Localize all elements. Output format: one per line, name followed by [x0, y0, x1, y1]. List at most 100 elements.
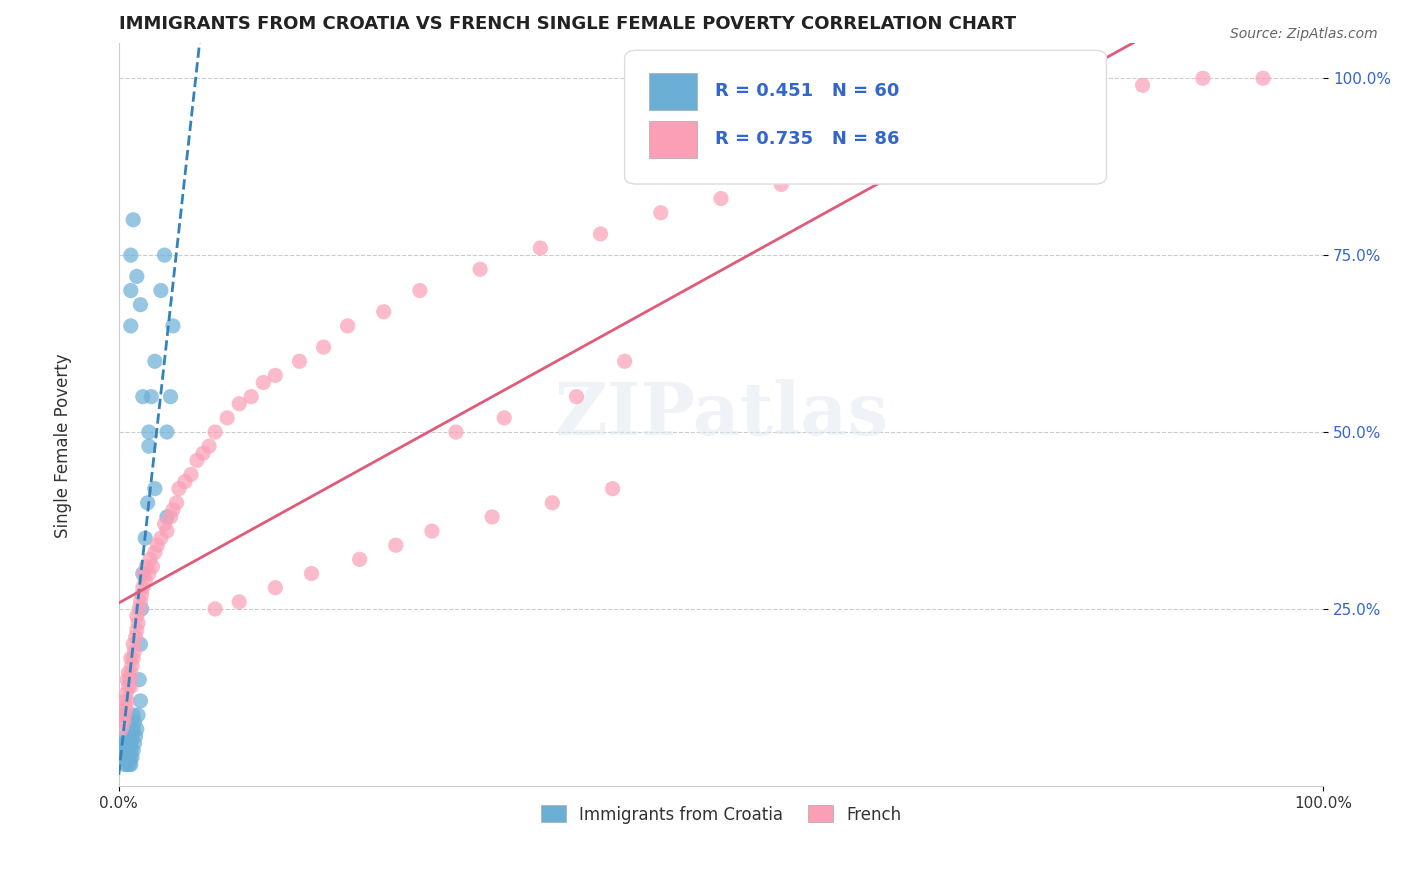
- Point: [110, 722, 132, 736]
- Point: [115, 750, 138, 764]
- Point: [1132, 78, 1154, 93]
- Point: [167, 482, 190, 496]
- FancyBboxPatch shape: [648, 72, 697, 110]
- Point: [128, 602, 150, 616]
- Text: Single Female Poverty: Single Female Poverty: [55, 354, 72, 538]
- Point: [149, 284, 172, 298]
- Point: [1191, 71, 1213, 86]
- Point: [174, 475, 197, 489]
- Point: [115, 701, 138, 715]
- Point: [134, 531, 156, 545]
- Point: [117, 680, 139, 694]
- Point: [127, 708, 149, 723]
- Point: [132, 566, 155, 581]
- Point: [120, 318, 142, 333]
- Point: [141, 390, 163, 404]
- Point: [122, 212, 145, 227]
- Point: [602, 482, 624, 496]
- Point: [710, 192, 733, 206]
- Point: [138, 566, 160, 581]
- Point: [1011, 106, 1033, 120]
- Point: [120, 743, 142, 757]
- Point: [138, 425, 160, 439]
- Legend: Immigrants from Croatia, French: Immigrants from Croatia, French: [527, 792, 915, 837]
- Point: [115, 743, 138, 757]
- Point: [156, 510, 179, 524]
- Point: [117, 743, 139, 757]
- Point: [136, 496, 159, 510]
- Point: [139, 552, 162, 566]
- Point: [138, 439, 160, 453]
- Point: [120, 248, 142, 262]
- Point: [288, 354, 311, 368]
- Point: [149, 531, 172, 545]
- Point: [373, 304, 395, 318]
- Point: [159, 390, 181, 404]
- Point: [120, 651, 142, 665]
- Point: [129, 595, 152, 609]
- Point: [228, 595, 250, 609]
- Point: [156, 425, 179, 439]
- Point: [124, 715, 146, 730]
- Point: [124, 729, 146, 743]
- Point: [124, 644, 146, 658]
- Point: [143, 482, 166, 496]
- Point: [468, 262, 491, 277]
- Text: R = 0.451   N = 60: R = 0.451 N = 60: [716, 82, 900, 100]
- Text: ZIPatlas: ZIPatlas: [554, 379, 889, 450]
- Point: [120, 750, 142, 764]
- Point: [336, 318, 359, 333]
- Point: [125, 269, 148, 284]
- Point: [420, 524, 443, 538]
- Point: [114, 743, 136, 757]
- Point: [124, 736, 146, 750]
- Point: [114, 736, 136, 750]
- Point: [121, 658, 143, 673]
- Point: [162, 503, 184, 517]
- Text: R = 0.735   N = 86: R = 0.735 N = 86: [716, 130, 900, 148]
- Point: [122, 722, 145, 736]
- Point: [121, 750, 143, 764]
- Point: [156, 524, 179, 538]
- Point: [950, 128, 973, 142]
- Point: [240, 390, 263, 404]
- Point: [114, 750, 136, 764]
- Point: [204, 602, 226, 616]
- Point: [1071, 93, 1094, 107]
- Point: [114, 708, 136, 723]
- Point: [132, 566, 155, 581]
- Point: [153, 516, 176, 531]
- Point: [129, 637, 152, 651]
- Point: [131, 588, 153, 602]
- Point: [131, 602, 153, 616]
- Point: [349, 552, 371, 566]
- Point: [115, 673, 138, 687]
- Point: [120, 284, 142, 298]
- Point: [180, 467, 202, 482]
- Point: [118, 757, 141, 772]
- Point: [125, 623, 148, 637]
- Point: [125, 609, 148, 624]
- Point: [127, 615, 149, 630]
- Point: [770, 178, 793, 192]
- Point: [129, 694, 152, 708]
- Point: [114, 757, 136, 772]
- Point: [444, 425, 467, 439]
- Point: [110, 743, 132, 757]
- Point: [529, 241, 551, 255]
- Point: [143, 354, 166, 368]
- Point: [198, 439, 221, 453]
- Point: [565, 390, 588, 404]
- Point: [312, 340, 335, 354]
- Point: [191, 446, 214, 460]
- Point: [115, 729, 138, 743]
- Point: [589, 227, 612, 241]
- Point: [494, 410, 516, 425]
- Point: [122, 651, 145, 665]
- Point: [141, 559, 163, 574]
- Point: [132, 581, 155, 595]
- Point: [613, 354, 636, 368]
- Point: [117, 750, 139, 764]
- Point: [135, 559, 157, 574]
- Point: [117, 665, 139, 680]
